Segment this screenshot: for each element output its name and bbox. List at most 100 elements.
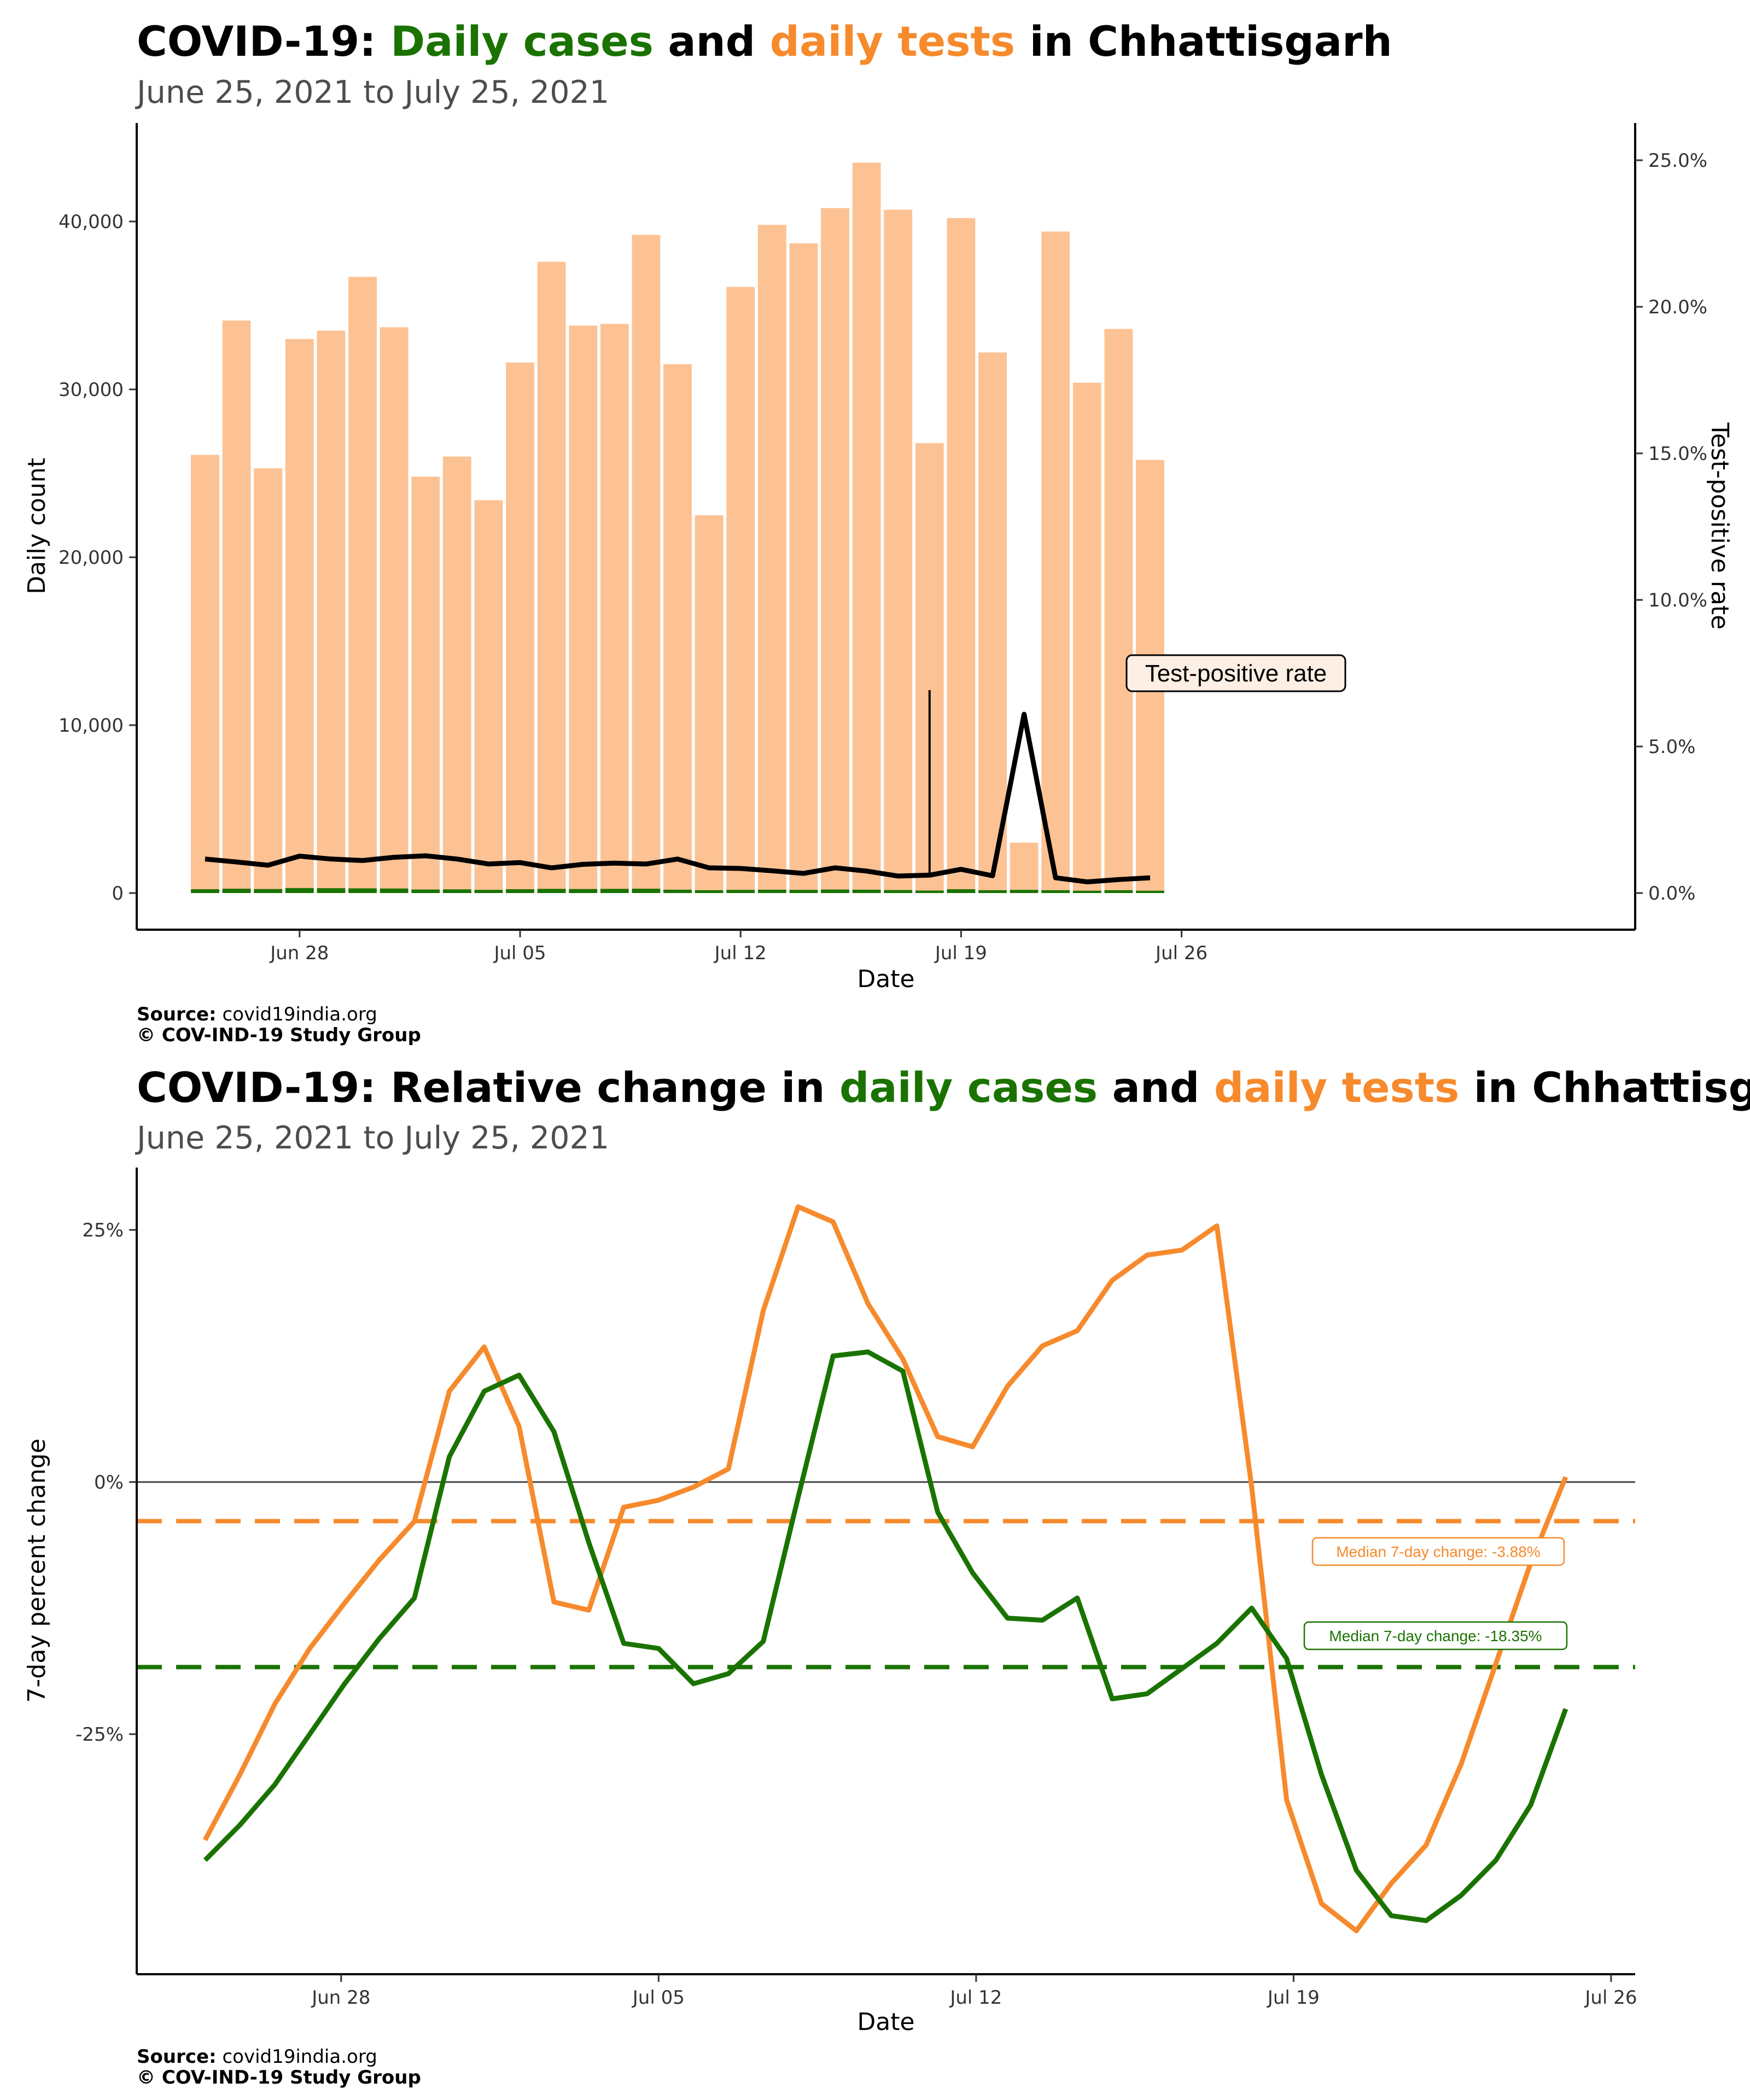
chart2-source: Source: covid19india.org: [137, 2046, 377, 2068]
tests-bar: [695, 515, 724, 893]
y-tick-label: 10,000: [59, 715, 124, 737]
y-tick-label: 0: [112, 883, 124, 905]
cases-bar: [947, 889, 976, 893]
tests-bar: [442, 456, 471, 893]
chart1-source: Source: covid19india.org: [137, 1004, 377, 1025]
tests-bar: [380, 327, 409, 894]
cases-bar: [348, 888, 377, 893]
tests-bar: [1072, 382, 1101, 893]
median-tests-label-text: Median 7-day change: -3.88%: [1336, 1543, 1541, 1560]
cases-bar: [663, 889, 692, 893]
cases-bar: [821, 889, 849, 893]
y-tick-label: 40,000: [59, 211, 124, 233]
tests-bar: [474, 500, 503, 893]
chart1-x-ticks: Jun 28 Jul 05 Jul 12 Jul 19 Jul 26: [269, 930, 1208, 964]
chart2-x-ticks: Jun 28 Jul 05 Jul 12 Jul 19 Jul 26: [311, 1974, 1637, 2009]
y2-tick-label: 15.0%: [1648, 443, 1707, 465]
cases-bar: [1041, 890, 1070, 893]
tests-bar: [411, 476, 440, 893]
y2-tick-label: 0.0%: [1648, 883, 1695, 905]
chart2-title: COVID-19: Relative change in daily cases…: [137, 1063, 1750, 1112]
tests-bar: [789, 243, 818, 893]
cases-bar: [317, 888, 346, 893]
chart1-subtitle: June 25, 2021 to July 25, 2021: [135, 74, 609, 110]
y2-tick-label: 10.0%: [1648, 590, 1707, 611]
y-tick-label: 20,000: [59, 547, 124, 569]
cases-bar: [191, 889, 219, 893]
tests-bar: [852, 162, 881, 893]
cases-bar: [632, 889, 661, 893]
x-tick-label: Jun 28: [269, 942, 329, 964]
cases-bar: [726, 890, 755, 893]
tests-bar: [726, 287, 755, 893]
x-tick-label: Jul 19: [1267, 1987, 1320, 2009]
cases-bar: [1136, 890, 1164, 893]
tests-bar: [348, 277, 377, 893]
cases-bar: [789, 890, 818, 893]
cases-bar: [757, 889, 786, 893]
chart-relative-change: COVID-19: Relative change in daily cases…: [23, 1063, 1750, 2089]
median-cases-label-text: Median 7-day change: -18.35%: [1329, 1628, 1542, 1644]
y-tick-label: -25%: [75, 1724, 124, 1746]
tests-bar: [191, 454, 219, 893]
cases-bar: [600, 889, 629, 893]
x-tick-label: Jul 05: [493, 942, 546, 964]
tpr-line: [205, 711, 1151, 885]
cases-bar: [411, 889, 440, 893]
cases-bar: [852, 889, 881, 893]
cases-bar: [285, 888, 314, 893]
cases-bar: [222, 889, 251, 893]
cases-bar: [254, 889, 283, 893]
chart1-x-axis-title: Date: [857, 965, 914, 993]
cases-bar: [695, 890, 724, 893]
tests-bar: [1104, 329, 1133, 893]
tests-bar: [254, 468, 283, 893]
cases-bar: [978, 890, 1007, 893]
tests-bar: [1041, 231, 1070, 893]
tests-bar: [821, 208, 849, 894]
chart1-title: COVID-19: Daily cases and daily tests in…: [137, 17, 1392, 66]
x-tick-label: Jul 19: [934, 942, 987, 964]
cases-bar: [474, 890, 503, 893]
x-tick-label: Jul 12: [714, 942, 767, 964]
cases-bar: [915, 890, 944, 893]
cases-bar: [1104, 890, 1133, 893]
y-tick-label: 30,000: [59, 379, 124, 401]
tests-bar: [947, 218, 976, 893]
tests-bar: [569, 325, 598, 893]
tpr-annotation-label: Test-positive rate: [1145, 660, 1327, 687]
chart2-copyright: © COV-IND-19 Study Group: [137, 2067, 421, 2089]
tests-bar: [884, 209, 913, 893]
x-tick-label: Jul 05: [632, 1987, 685, 2009]
chart1-y2-axis-title: Test-positive rate: [1706, 422, 1734, 629]
tests-bar: [757, 225, 786, 893]
cases-bar: [569, 889, 598, 893]
tests-bar: [506, 362, 534, 893]
tests-bar: [600, 324, 629, 893]
tests-bar: [632, 235, 661, 893]
chart1-y-axis-title: Daily count: [23, 458, 51, 594]
cases-bar: [380, 888, 409, 893]
median-tests-label: Median 7-day change: -3.88%: [1311, 1537, 1565, 1566]
tests-bar: [978, 352, 1007, 893]
tests-bar: [222, 320, 251, 893]
tests-bar: [285, 339, 314, 893]
tests-bar: [1010, 842, 1039, 893]
y2-tick-label: 5.0%: [1648, 736, 1695, 758]
chart2-subtitle: June 25, 2021 to July 25, 2021: [135, 1120, 609, 1156]
chart1-copyright: © COV-IND-19 Study Group: [137, 1024, 421, 1046]
chart1-y2-ticks: 0.0% 5.0% 10.0% 15.0% 20.0% 25.0%: [1635, 150, 1707, 905]
tests-bar: [537, 261, 566, 894]
tpr-annotation: Test-positive rate: [928, 654, 1346, 876]
cases-bar: [884, 890, 913, 893]
cases-bars: [191, 888, 1164, 893]
chart2-x-axis-title: Date: [857, 2008, 914, 2036]
y2-tick-label: 20.0%: [1648, 296, 1707, 318]
y2-tick-label: 25.0%: [1648, 150, 1707, 172]
cases-bar: [442, 889, 471, 893]
x-tick-label: Jun 28: [311, 1987, 370, 2009]
tests-bars: [191, 162, 1164, 894]
cases-change-line: [203, 1349, 1568, 1923]
cases-bar: [1072, 890, 1101, 893]
